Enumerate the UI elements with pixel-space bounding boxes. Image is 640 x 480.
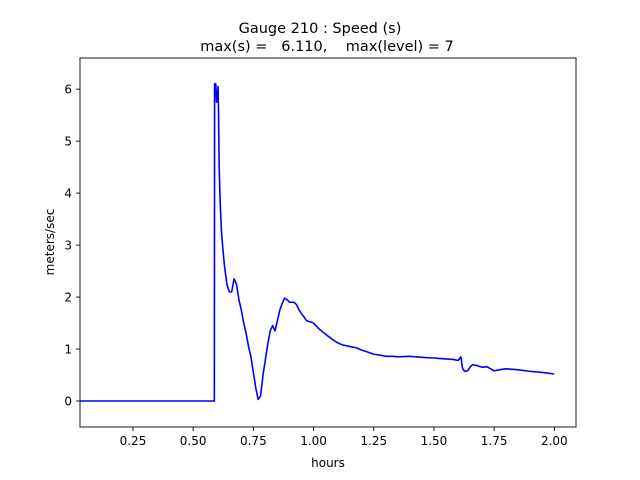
x-tick-label: 1.50 xyxy=(421,434,448,448)
x-tick-label: 0.50 xyxy=(180,434,207,448)
y-tick-label: 4 xyxy=(64,187,72,201)
x-tick-label: 0.25 xyxy=(120,434,147,448)
x-axis: 0.25 0.50 0.75 1.00 1.25 1.50 1.75 2.00 xyxy=(120,427,568,448)
x-axis-label: hours xyxy=(311,456,345,470)
x-tick-label: 1.25 xyxy=(360,434,387,448)
speed-series-line xyxy=(80,82,555,402)
x-tick-label: 0.75 xyxy=(240,434,267,448)
y-axis: 0 1 2 3 4 5 6 xyxy=(64,83,80,409)
y-tick-label: 6 xyxy=(64,83,72,97)
x-tick-label: 2.00 xyxy=(541,434,568,448)
chart-subtitle: max(s) = 6.110, max(level) = 7 xyxy=(200,39,454,55)
x-tick-label: 1.00 xyxy=(300,434,327,448)
chart-title: Gauge 210 : Speed (s) xyxy=(239,21,402,37)
plot-frame xyxy=(79,57,577,428)
y-tick-label: 5 xyxy=(64,135,72,149)
y-tick-label: 3 xyxy=(64,239,72,253)
y-tick-label: 2 xyxy=(64,291,72,305)
y-axis-label: meters/sec xyxy=(43,209,57,276)
x-tick-label: 1.75 xyxy=(481,434,508,448)
y-tick-label: 0 xyxy=(64,395,72,409)
y-tick-label: 1 xyxy=(64,343,72,357)
